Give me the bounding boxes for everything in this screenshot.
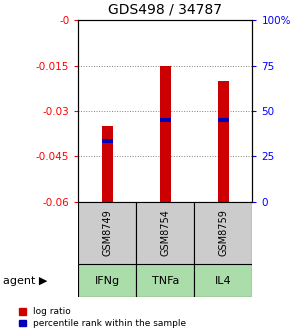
- Bar: [78, 202, 136, 264]
- Text: GSM8759: GSM8759: [218, 209, 228, 256]
- Title: GDS498 / 34787: GDS498 / 34787: [108, 2, 222, 16]
- Legend: log ratio, percentile rank within the sample: log ratio, percentile rank within the sa…: [19, 307, 186, 328]
- Text: TNFa: TNFa: [152, 276, 179, 286]
- Bar: [102, 126, 113, 202]
- Bar: [102, 139, 113, 143]
- Text: GSM8754: GSM8754: [160, 209, 170, 256]
- Bar: [160, 118, 171, 122]
- Text: agent ▶: agent ▶: [3, 276, 47, 286]
- Text: IL4: IL4: [215, 276, 232, 286]
- Bar: [160, 66, 171, 202]
- Bar: [136, 202, 194, 264]
- Bar: [218, 118, 229, 122]
- Bar: [78, 264, 136, 297]
- Bar: [194, 264, 252, 297]
- Bar: [218, 81, 229, 202]
- Bar: [194, 202, 252, 264]
- Bar: [136, 264, 194, 297]
- Text: GSM8749: GSM8749: [102, 209, 112, 256]
- Text: IFNg: IFNg: [95, 276, 120, 286]
